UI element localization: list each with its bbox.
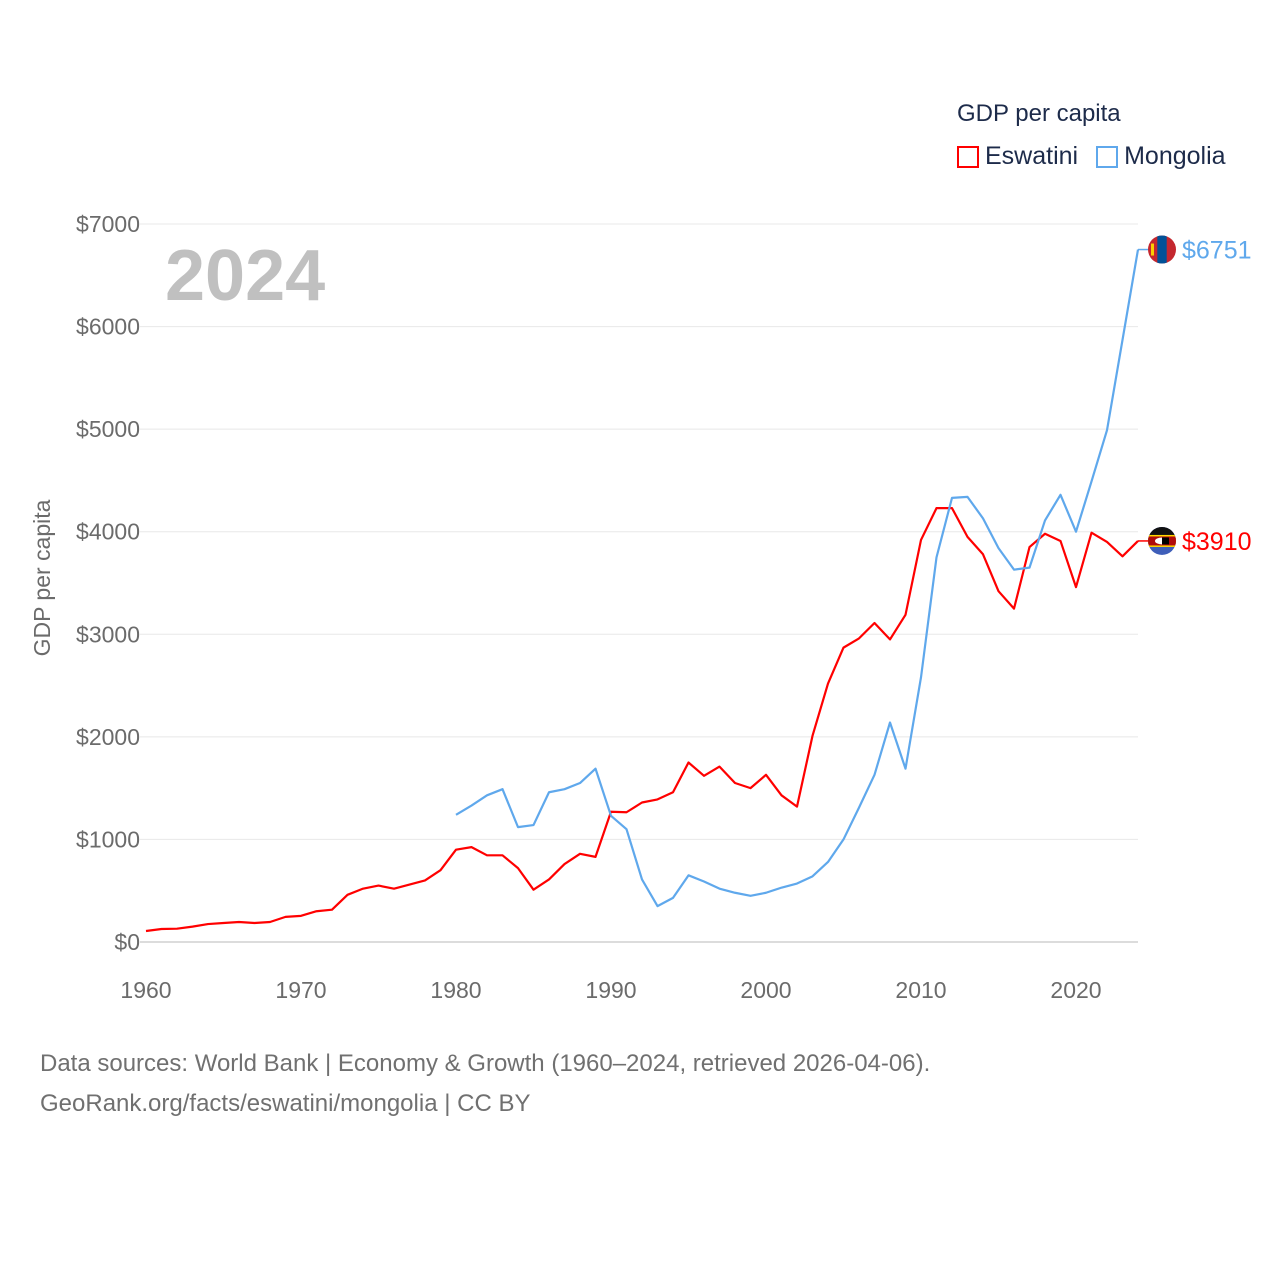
- series-line-eswatini[interactable]: [145, 507, 1139, 933]
- y-tick-label: $1000: [76, 826, 140, 852]
- legend-swatch-mongolia: [1096, 145, 1119, 168]
- y-tick-label: $4000: [76, 519, 140, 545]
- x-tick-label: 2020: [1050, 977, 1101, 1003]
- x-tick-label: 1980: [430, 977, 481, 1003]
- footer-link[interactable]: GeoRank.org/facts/eswatini/mongolia | CC…: [40, 1090, 531, 1117]
- y-tick-label: $3000: [76, 621, 140, 647]
- y-tick-label: $6000: [76, 314, 140, 340]
- y-tick-label: $2000: [76, 724, 140, 750]
- x-tick-label: 1990: [585, 977, 636, 1003]
- mongolia-flag-icon: [1148, 235, 1176, 264]
- year-watermark: 2024: [165, 236, 325, 316]
- legend-item-eswatini[interactable]: Eswatini: [957, 142, 1078, 171]
- eswatini-flag-icon: [1148, 526, 1176, 555]
- legend-label: Eswatini: [985, 142, 1079, 170]
- line-chart: $0 $1000 $2000 $3000 $4000 $5000 $6000 $7000 196…: [29, 211, 1252, 1003]
- legend-label: Mongolia: [1124, 142, 1226, 170]
- y-axis-label: GDP per capita: [29, 499, 55, 656]
- x-tick-label: 2010: [895, 977, 946, 1003]
- footer-sources: Data sources: World Bank | Economy & Gro…: [40, 1050, 931, 1077]
- legend-title: GDP per capita: [957, 100, 1121, 127]
- legend-swatch-eswatini: [957, 145, 979, 168]
- end-value-label: $3910: [1182, 528, 1252, 556]
- end-value-label: $6751: [1182, 237, 1252, 265]
- y-tick-label: $0: [114, 929, 140, 955]
- x-tick-label: 2000: [740, 977, 791, 1003]
- y-tick-label: $5000: [76, 416, 140, 442]
- legend-item-mongolia[interactable]: Mongolia: [1096, 142, 1226, 171]
- footer: Data sources: World Bank | Economy & Gro…: [40, 1044, 930, 1124]
- x-tick-label: 1970: [275, 977, 326, 1003]
- x-tick-label: 1960: [120, 977, 171, 1003]
- legend: Eswatini Mongolia: [957, 142, 1226, 171]
- y-tick-label: $7000: [76, 211, 140, 237]
